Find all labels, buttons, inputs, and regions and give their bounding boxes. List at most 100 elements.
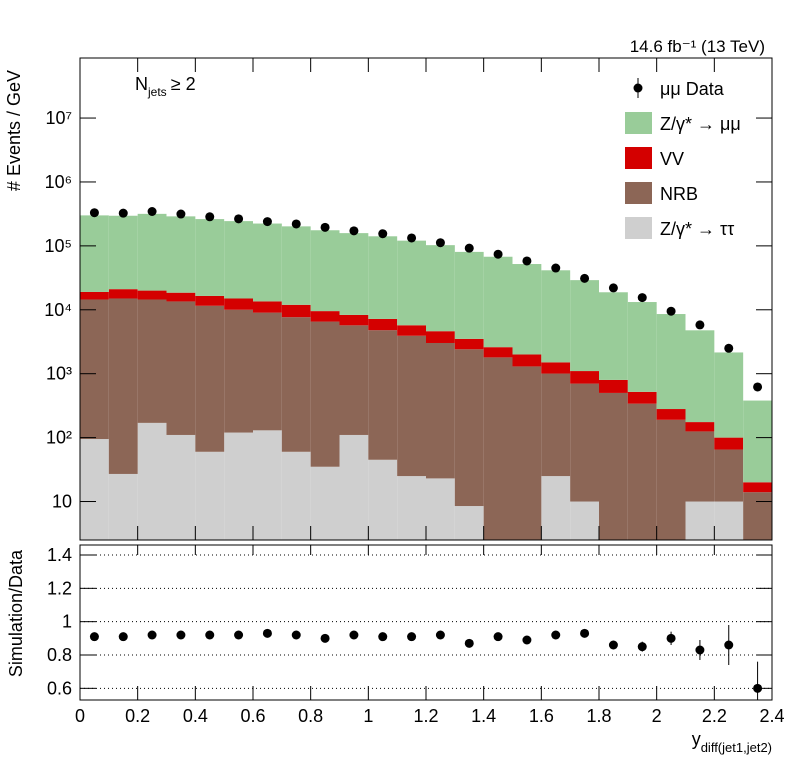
x-tick-label: 2 [652, 706, 662, 726]
data-point [320, 222, 330, 232]
ratio-y-tick-label: 0.6 [47, 678, 72, 698]
histogram-bar [281, 226, 311, 305]
histogram-bar [253, 312, 282, 431]
legend-label: Z/γ* → ττ [660, 219, 734, 239]
x-tick-label: 1.8 [586, 706, 611, 726]
histogram-bar [137, 299, 167, 423]
data-point [262, 217, 272, 227]
ratio-point [608, 640, 618, 650]
histogram-bar [80, 291, 109, 300]
x-tick-label: 0.8 [298, 706, 323, 726]
histogram-bar [426, 342, 455, 479]
x-title-subscript: diff(jet1,jet2) [701, 740, 772, 755]
data-point [378, 229, 388, 239]
histogram-bar [714, 501, 744, 540]
histogram-bar [339, 434, 369, 540]
data-point [666, 306, 676, 316]
x-tick-label: 1.6 [529, 706, 554, 726]
histogram-bar [454, 506, 484, 540]
histogram-bar [253, 430, 282, 540]
histogram-bar [137, 422, 167, 540]
ratio-point [89, 632, 99, 642]
selection-symbol: N [135, 74, 148, 94]
histogram-bar [224, 221, 253, 299]
ratio-point [118, 632, 128, 642]
histogram-bar [599, 292, 628, 380]
legend-marker [633, 83, 643, 93]
histogram-bar [281, 451, 311, 540]
x-tick-label: 1.4 [471, 706, 496, 726]
histogram-bar [512, 354, 542, 367]
ratio-point [637, 642, 647, 652]
histogram-bar [483, 347, 513, 358]
data-point [205, 212, 215, 222]
histogram-bar [426, 331, 455, 343]
selection-subscript: jets [147, 85, 167, 99]
histogram-bar [599, 392, 628, 540]
data-point [407, 233, 417, 243]
histogram-bar [339, 314, 369, 326]
histogram-bar [541, 373, 571, 477]
histogram-bar [281, 317, 311, 452]
histogram-bar [426, 245, 455, 332]
histogram-bar [743, 492, 772, 540]
histogram-bar [368, 459, 398, 540]
histogram-bar [368, 330, 398, 460]
ratio-point [522, 635, 532, 645]
data-point [695, 320, 705, 330]
x-tick-label: 0.6 [240, 706, 265, 726]
histogram-bar [195, 451, 225, 540]
histogram-bar [166, 301, 196, 435]
ratio-point [349, 630, 359, 640]
legend-label: NRB [660, 184, 698, 204]
data-point [753, 382, 763, 392]
histogram-bar [310, 230, 340, 312]
data-point [551, 263, 561, 273]
histogram-bar [685, 431, 715, 502]
histogram-bar [599, 379, 628, 393]
histogram-bar [570, 280, 599, 372]
histogram-bar [714, 449, 744, 502]
ratio-point [580, 628, 590, 638]
histogram-bar [108, 298, 138, 474]
legend-label: VV [660, 149, 684, 169]
histogram-bar [397, 335, 426, 477]
histogram-bar [368, 236, 398, 319]
legend-label: Z/γ* → μμ [660, 114, 741, 134]
data-point [608, 283, 618, 293]
x-tick-label: 2.2 [702, 706, 727, 726]
ratio-point [435, 630, 445, 640]
histogram-bar [656, 409, 686, 420]
histogram-bar [137, 290, 167, 300]
legend-label: μμ Data [660, 79, 725, 99]
histogram-bar [80, 439, 109, 540]
annotation: 14.6 fb⁻¹ (13 TeV) [630, 37, 765, 56]
y-axis-title: # Events / GeV [4, 70, 24, 191]
histogram-bar [714, 437, 744, 450]
ratio-y-tick-label: 0.8 [47, 645, 72, 665]
histogram-bar [224, 298, 253, 310]
data-point [493, 249, 503, 259]
data-point [118, 208, 128, 218]
histogram-bar [454, 349, 484, 507]
histogram-bar [685, 330, 715, 423]
histogram-bar [310, 321, 340, 467]
selection-label: Njets ≥ 2 [135, 74, 196, 99]
data-point [435, 238, 445, 248]
ratio-point [147, 630, 157, 640]
ratio-point [724, 640, 734, 650]
ratio-point [493, 632, 503, 642]
ratio-y-tick-label: 1.4 [47, 545, 72, 565]
histogram-bar [195, 295, 225, 306]
x-tick-label: 1 [363, 706, 373, 726]
x-tick-label: 2.4 [759, 706, 784, 726]
legend-swatch [625, 182, 652, 204]
histogram-bar [195, 219, 225, 296]
ratio-point [407, 632, 417, 642]
histogram-bar [253, 223, 282, 302]
data-point [522, 256, 532, 266]
ratio-point [378, 632, 388, 642]
histogram-bar [627, 391, 657, 404]
histogram-bar [743, 482, 772, 493]
ratio-frame [79, 544, 773, 701]
